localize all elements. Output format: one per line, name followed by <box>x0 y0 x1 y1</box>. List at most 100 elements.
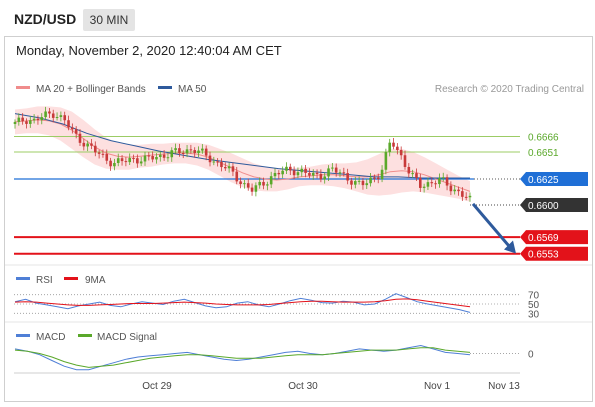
candle-body <box>239 181 242 185</box>
legend-macd-signal: MACD Signal <box>97 332 157 343</box>
candle-body <box>438 177 441 185</box>
timeframe-button[interactable]: 30 MIN <box>83 9 135 31</box>
candle-body <box>116 158 120 163</box>
candle-body <box>441 177 445 179</box>
candle-body <box>407 166 411 174</box>
candle-body <box>464 196 468 198</box>
chart-frame <box>4 36 593 402</box>
level-label-resistance: 0.6666 <box>528 132 559 143</box>
candle-body <box>315 172 319 174</box>
legend-rsi-ma: 9MA <box>85 275 106 286</box>
rsi-level-label: 30 <box>528 309 540 320</box>
candle-body <box>323 176 327 180</box>
candle-body <box>331 167 334 169</box>
candle-body <box>48 111 51 114</box>
ma50-line <box>14 113 470 179</box>
candle-body <box>97 152 101 154</box>
candle-body <box>40 117 44 121</box>
candle-body <box>151 156 154 160</box>
candle-body <box>273 172 277 177</box>
candle-body <box>227 166 231 169</box>
bollinger-band <box>15 106 470 202</box>
candle-body <box>319 173 323 180</box>
candle-body <box>304 168 307 173</box>
projection-arrow-head <box>504 240 516 254</box>
level-label-support: 0.6553 <box>528 250 559 261</box>
candle-body <box>258 181 262 186</box>
candle-body <box>51 113 55 118</box>
candle-body <box>434 183 437 185</box>
projection-arrow-line <box>471 202 514 251</box>
level-badge-support <box>520 246 588 261</box>
candle-body <box>231 166 235 172</box>
candle-body <box>384 152 388 170</box>
candle-body <box>353 181 357 185</box>
candle-body <box>254 185 258 192</box>
candle-body <box>399 149 403 156</box>
candle-body <box>411 173 414 175</box>
level-label-resistance: 0.6651 <box>528 148 559 159</box>
candle-body <box>174 148 177 151</box>
candle-body <box>338 172 342 174</box>
candle-body <box>269 176 273 185</box>
candle-body <box>44 111 47 118</box>
candle-body <box>300 168 304 173</box>
candle-body <box>357 180 361 182</box>
candle-body <box>365 183 369 186</box>
x-tick-label: Oct 30 <box>288 381 318 392</box>
candle-body <box>143 155 147 162</box>
candle-body <box>334 167 338 173</box>
candle-body <box>453 189 457 192</box>
candle-body <box>93 145 97 153</box>
legend-ma20: MA 20 + Bollinger Bands <box>36 84 146 95</box>
candle-body <box>281 170 284 175</box>
candle-body <box>246 183 250 188</box>
candle-body <box>396 146 399 150</box>
candle-body <box>250 187 254 192</box>
candle-body <box>28 120 32 124</box>
candle-body <box>55 117 59 119</box>
candle-body <box>296 172 300 176</box>
candle-body <box>243 183 246 185</box>
level-label-support: 0.6569 <box>528 233 559 244</box>
candle-body <box>109 160 112 167</box>
candle-body <box>285 166 288 171</box>
candle-body <box>468 195 472 198</box>
candle-body <box>418 177 422 188</box>
level-label-last: 0.6600 <box>528 201 559 212</box>
candle-body <box>162 154 166 158</box>
legend-swatch-macd <box>16 334 30 337</box>
candle-body <box>36 118 40 121</box>
candle-body <box>461 191 464 197</box>
candle-body <box>430 182 434 184</box>
candle-body <box>403 155 407 167</box>
candle-body <box>32 118 36 121</box>
candle-body <box>101 153 105 155</box>
candle-body <box>59 115 63 118</box>
candle-body <box>63 115 67 121</box>
candle-body <box>181 152 185 154</box>
candle-body <box>21 117 24 122</box>
candle-body <box>166 157 170 159</box>
candle-body <box>266 184 269 186</box>
candle-body <box>132 158 135 160</box>
candle-body <box>220 161 223 168</box>
legend-swatch-rsi <box>16 277 30 280</box>
candle-body <box>193 150 197 154</box>
candle-body <box>392 142 395 147</box>
candle-body <box>288 166 292 171</box>
macd-signal-line <box>14 347 471 368</box>
candle-body <box>86 143 89 147</box>
candle-body <box>124 161 128 163</box>
candle-body <box>457 189 460 192</box>
candle-body <box>90 143 93 146</box>
candle-body <box>380 169 384 180</box>
candle-body <box>170 150 174 158</box>
candle-body <box>155 157 158 160</box>
level-badge-support <box>520 230 588 245</box>
candle-body <box>13 121 17 125</box>
x-tick-label: Oct 29 <box>142 381 172 392</box>
candle-body <box>422 186 426 188</box>
legend-swatch-macd-signal <box>78 334 92 337</box>
x-tick-label: Nov 13 <box>488 381 520 392</box>
